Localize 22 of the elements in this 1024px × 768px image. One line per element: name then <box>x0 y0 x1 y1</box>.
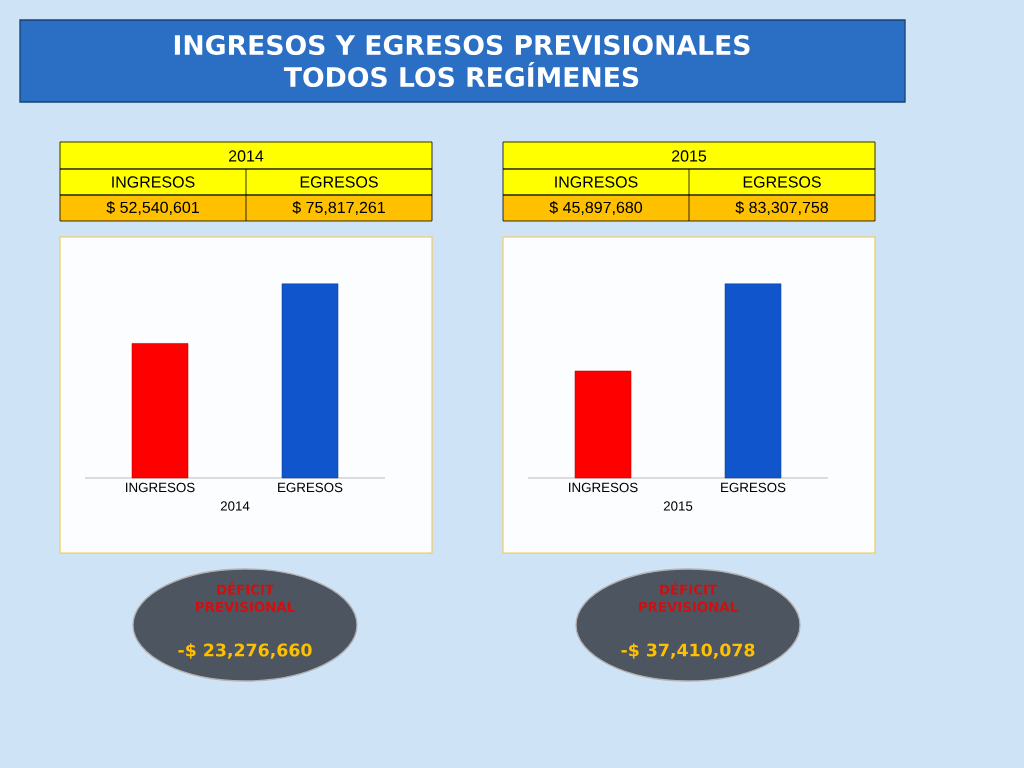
data-label: $ 75,817,261 <box>292 201 385 215</box>
text: -$ 37,410,078 <box>621 643 755 659</box>
x-tick-label: EGRESOS <box>300 176 378 188</box>
text: INGRESOS Y EGRESOS PREVISIONALES <box>174 34 750 56</box>
data-label: $ 83,307,758 <box>735 201 828 215</box>
chart-subtitle: 2015 <box>672 150 707 162</box>
data-label: $ 45,897,680 <box>549 201 643 215</box>
category-label: EGRESOS <box>721 482 786 493</box>
x-tick-label: INGRESOS <box>555 176 638 188</box>
category-label: INGRESOS <box>569 482 638 493</box>
x-axis-title: 2014 <box>220 501 250 511</box>
chart-subtitle: 2014 <box>229 150 264 162</box>
x-axis-title: 2015 <box>663 501 693 511</box>
text: DÉFICIT PREVISIONAL <box>639 582 738 612</box>
text: DÉFICIT PREVISIONAL <box>196 582 295 612</box>
category-label: INGRESOS <box>126 482 195 493</box>
x-tick-label: EGRESOS <box>743 176 821 188</box>
text: -$ 23,276,660 <box>178 643 312 659</box>
x-tick-label: INGRESOS <box>112 176 195 188</box>
data-label: $ 52,540,601 <box>106 201 199 215</box>
category-label: EGRESOS <box>278 482 343 493</box>
text: TODOS LOS REGÍMENES <box>283 61 639 88</box>
